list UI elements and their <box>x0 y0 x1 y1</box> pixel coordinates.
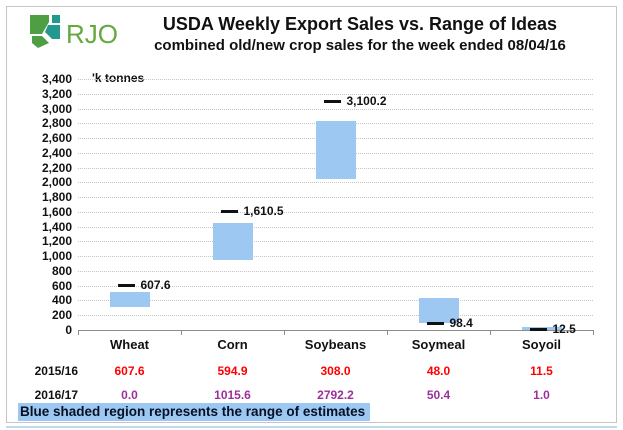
rjo-logo: RJO <box>30 13 118 51</box>
x-axis-tick <box>593 330 594 335</box>
footer-note: Blue shaded region represents the range … <box>18 403 371 421</box>
y-tick-label: 3,400 <box>41 72 72 86</box>
category-label-soyoil: Soyoil <box>521 337 561 352</box>
table-cell-2015-16-wheat: 607.6 <box>114 364 145 378</box>
actual-value-label-soymeal: 98.4 <box>449 315 473 330</box>
bottom-rule <box>6 426 617 428</box>
x-axis-tick <box>490 330 491 335</box>
y-tick-label: 2,800 <box>41 116 72 131</box>
y-tick-label: 200 <box>51 308 72 323</box>
gridline <box>78 241 593 243</box>
y-tick-label: 1,800 <box>41 190 72 205</box>
actual-marker-soyoil <box>529 328 547 332</box>
category-label-wheat: Wheat <box>110 337 149 352</box>
x-axis-tick <box>78 330 79 335</box>
category-label-soymeal: Soymeal <box>411 337 466 352</box>
rjo-logo-mark-icon <box>30 15 60 48</box>
table-cell-2016-17-soybeans: 2792.2 <box>317 388 354 402</box>
actual-marker-corn <box>220 210 238 214</box>
x-axis-tick <box>284 330 285 335</box>
y-tick-label: 2,600 <box>41 131 72 146</box>
estimate-range-bar-wheat <box>109 291 150 308</box>
y-tick-label: 600 <box>51 278 72 293</box>
y-tick-label: 0 <box>65 323 72 337</box>
category-label-soybeans: Soybeans <box>304 337 367 352</box>
gridline <box>78 285 593 287</box>
gridline <box>78 300 593 302</box>
y-tick-label: 1,600 <box>41 204 72 219</box>
table-row-label-2016-17: 2016/17 <box>34 388 78 402</box>
x-axis-tick <box>181 330 182 335</box>
category-label-corn: Corn <box>217 337 248 352</box>
actual-value-label-corn: 1,610.5 <box>243 204 284 219</box>
table-cell-2015-16-soybeans: 308.0 <box>320 364 351 378</box>
gridline <box>78 182 593 184</box>
gridline <box>78 315 593 317</box>
y-tick-label: 800 <box>51 263 72 278</box>
gridline <box>78 256 593 258</box>
y-tick-label: 2,400 <box>41 145 72 160</box>
estimate-range-bar-corn <box>212 222 253 260</box>
gridline <box>78 79 593 80</box>
chart-subtitle: combined old/new crop sales for the week… <box>154 37 566 54</box>
y-tick-label: 1,000 <box>41 249 72 264</box>
y-axis-unit-label: 'k tonnes <box>92 71 145 85</box>
table-cell-2016-17-soymeal: 50.4 <box>426 388 451 402</box>
actual-value-label-wheat: 607.6 <box>140 278 171 293</box>
actual-value-label-soybeans: 3,100.2 <box>346 94 387 109</box>
x-axis-tick <box>387 330 388 335</box>
chart-title: USDA Weekly Export Sales vs. Range of Id… <box>162 14 558 34</box>
y-tick-label: 2,000 <box>41 175 72 190</box>
y-tick-label: 3,200 <box>41 86 72 101</box>
y-tick-label: 3,000 <box>41 101 72 116</box>
chart-frame <box>6 6 617 423</box>
y-tick-label: 1,200 <box>41 234 72 249</box>
table-cell-2016-17-wheat: 0.0 <box>121 388 138 402</box>
table-cell-2015-16-soymeal: 48.0 <box>426 364 451 378</box>
y-tick-label: 400 <box>51 293 72 308</box>
estimate-range-bar-soybeans <box>315 121 356 179</box>
y-tick-label: 1,400 <box>41 219 72 234</box>
gridline <box>78 211 593 213</box>
table-cell-2016-17-corn: 1015.6 <box>214 388 251 402</box>
gridline <box>78 270 593 272</box>
gridline <box>78 197 593 199</box>
actual-value-label-soyoil: 12.5 <box>552 322 576 337</box>
actual-marker-soybeans <box>323 100 341 104</box>
y-tick-label: 2,200 <box>41 160 72 175</box>
table-row-label-2015-16: 2015/16 <box>34 364 78 378</box>
estimate-range-bar-soymeal <box>418 298 459 323</box>
table-cell-2015-16-corn: 594.9 <box>217 364 248 378</box>
actual-marker-soymeal <box>426 321 444 325</box>
table-cell-2016-17-soyoil: 1.0 <box>533 388 550 402</box>
table-cell-2015-16-soyoil: 11.5 <box>530 364 553 378</box>
gridline <box>78 226 593 228</box>
rjo-logo-text: RJO <box>66 19 118 49</box>
gridline <box>78 108 593 110</box>
x-axis-line <box>78 330 593 331</box>
actual-marker-wheat <box>117 284 135 288</box>
gridline <box>78 93 593 95</box>
